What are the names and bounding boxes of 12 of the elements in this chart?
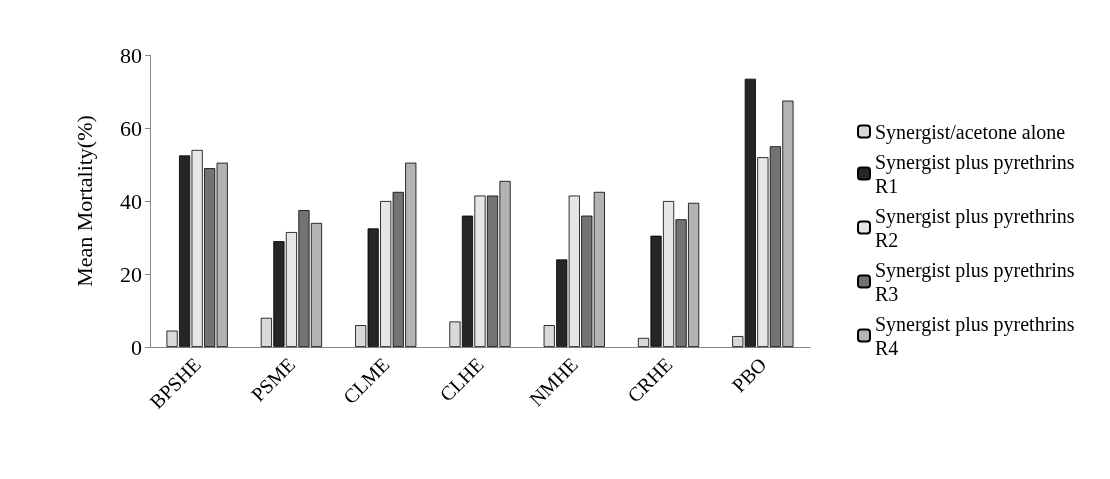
y-tick-label: 80	[120, 42, 142, 68]
y-tick-label: 60	[120, 115, 142, 141]
legend-label: Synergist plus pyrethrins R4	[875, 312, 1080, 359]
y-axis-title: Mean Mortality(%)	[71, 115, 97, 287]
y-tick-label: 20	[120, 261, 142, 287]
x-tick-label: PBO	[727, 353, 771, 397]
y-tick-label: 40	[120, 188, 142, 214]
legend-label: Synergist plus pyrethrins R2	[875, 204, 1080, 251]
legend-label: Synergist plus pyrethrins R3	[875, 258, 1080, 305]
legend-label: Synergist/acetone alone	[875, 120, 1066, 144]
legend-label: Synergist plus pyrethrins R1	[875, 150, 1080, 197]
y-tick-label: 0	[131, 334, 142, 360]
